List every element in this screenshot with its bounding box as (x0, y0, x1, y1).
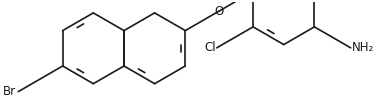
Text: O: O (215, 5, 224, 18)
Text: NH₂: NH₂ (352, 41, 374, 54)
Text: Br: Br (3, 85, 17, 98)
Text: Cl: Cl (204, 41, 216, 54)
